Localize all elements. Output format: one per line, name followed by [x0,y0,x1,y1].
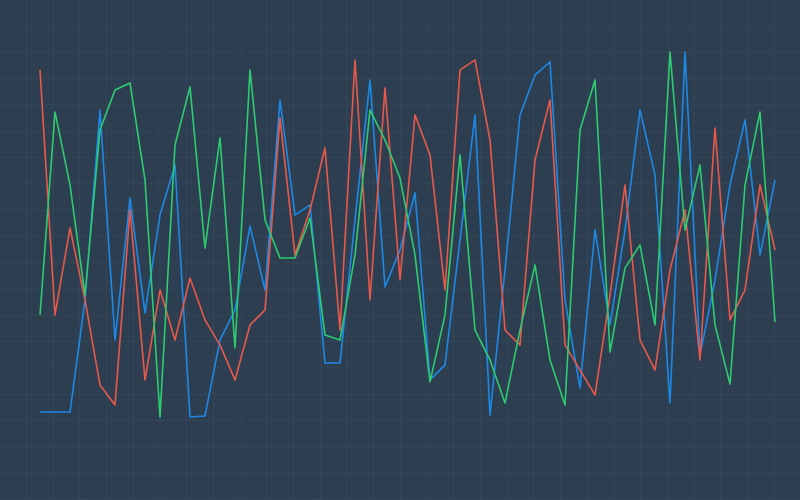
series-line [40,51,776,418]
series-line [39,59,776,406]
series-line [39,51,776,418]
